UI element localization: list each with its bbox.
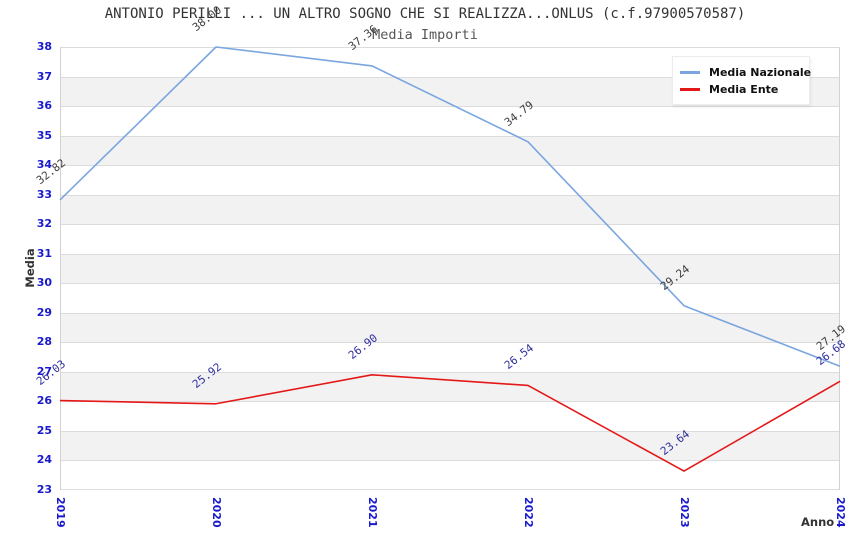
x-tick-label: 2022 (522, 497, 535, 528)
y-tick-label: 25 (36, 423, 52, 437)
x-tick-label: 2024 (834, 497, 847, 528)
plot-area (59, 46, 841, 490)
y-tick-label: 38 (36, 40, 52, 53)
legend: Media Nazionale Media Ente (672, 56, 812, 105)
y-tick-label: 24 (36, 453, 52, 467)
y-axis-title: Media (23, 248, 37, 288)
series-lines (59, 46, 841, 472)
gridline (60, 165, 840, 167)
nazionale-line-swatch-icon (680, 70, 700, 74)
x-tick-label: 2021 (366, 497, 379, 528)
plot-band (60, 253, 840, 284)
x-tick-label: 2019 (54, 497, 67, 528)
y-tick-label: 23 (36, 483, 52, 496)
plot-band (60, 371, 840, 402)
x-tick-label: 2020 (210, 497, 223, 528)
gridline (60, 194, 840, 196)
y-tick-label: 28 (36, 335, 52, 349)
gridline (60, 47, 840, 48)
y-tick-label: 26 (36, 394, 52, 408)
plot-band (60, 135, 840, 166)
y-tick-label: 33 (36, 187, 52, 201)
chart-title: ANTONIO PERILLI ... UN ALTRO SOGNO CHE S… (104, 6, 746, 22)
y-tick-label: 36 (36, 99, 52, 113)
plot-band (60, 312, 840, 343)
x-axis-title: Anno (801, 515, 835, 529)
gridline (60, 283, 840, 285)
series-line-nazionale (59, 46, 841, 368)
gridline (60, 76, 840, 78)
x-tick-label: 2023 (678, 497, 691, 528)
y-tick-label: 32 (36, 217, 52, 231)
y-tick-label: 31 (36, 246, 52, 260)
legend-item-ente: Media Ente (680, 81, 809, 97)
gridline (60, 312, 840, 314)
y-tick-label: 35 (36, 128, 52, 142)
chart-subtitle: Media Importi (372, 27, 478, 43)
plot-band (60, 194, 840, 225)
y-tick-label: 27 (36, 364, 52, 378)
ente-line-swatch-icon (680, 87, 700, 91)
y-tick-label: 29 (36, 305, 52, 319)
legend-label: Media Ente (709, 82, 779, 96)
series-line-ente (59, 374, 841, 472)
gridline (60, 371, 840, 373)
gridline (60, 342, 840, 344)
y-tick-label: 30 (36, 276, 52, 290)
plot-border (60, 47, 61, 490)
gridline (60, 106, 840, 108)
gridline (60, 489, 840, 490)
y-tick-label: 34 (36, 158, 52, 172)
gridline (60, 401, 840, 403)
plot-border (839, 47, 840, 490)
legend-label: Media Nazionale (709, 65, 812, 79)
legend-item-nazionale: Media Nazionale (680, 64, 812, 80)
gridline (60, 430, 840, 432)
y-tick-label: 37 (36, 69, 52, 83)
gridline (60, 224, 840, 226)
gridline (60, 135, 840, 137)
gridline (60, 253, 840, 255)
gridline (60, 460, 840, 462)
